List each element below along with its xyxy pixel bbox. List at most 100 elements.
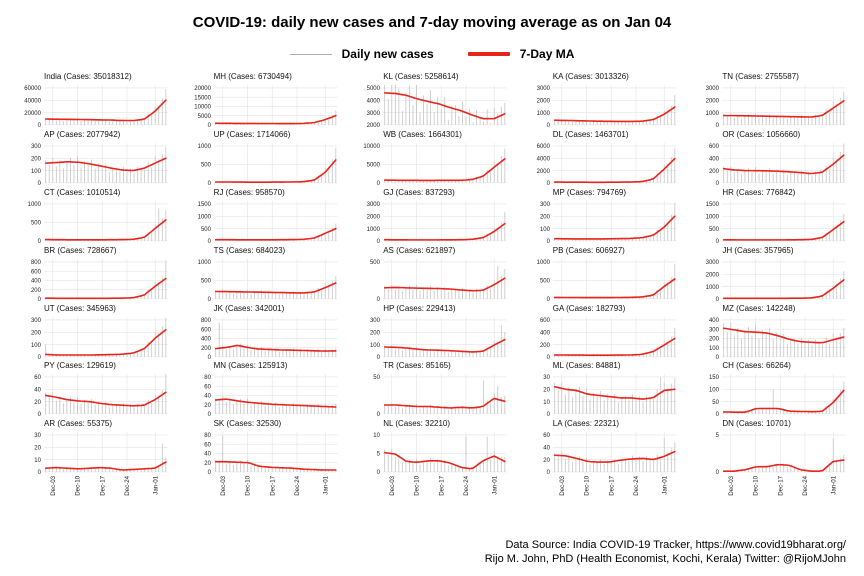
svg-text:10: 10 (34, 458, 41, 464)
chart-canvas-sk: 0 20 40 60 80 Dec-03 Dec-10 Dec-17 Dec-24 Jan-01 (204, 432, 338, 496)
svg-text:Dec-10: Dec-10 (414, 476, 421, 496)
svg-text:100: 100 (709, 388, 720, 394)
chart-canvas-mz: 0 100 200 300 400 (709, 316, 846, 360)
subplot-ml: ML (Cases: 84881) 0 10 20 30 (519, 360, 683, 418)
svg-text:2000: 2000 (536, 98, 550, 104)
chart-canvas-la: 0 20 40 60 Dec-03 Dec-10 Dec-17 Dec-24 Jan-01 (543, 432, 677, 496)
legend-item-ma: 7-Day MA (467, 47, 574, 61)
svg-text:2000: 2000 (367, 123, 381, 129)
subplot-gj: GJ (Cases: 837293) 0 1000 2000 3000 (349, 187, 513, 245)
chart-canvas-ct: 0 500 1000 (28, 200, 168, 245)
svg-text:0: 0 (207, 239, 211, 245)
svg-text:Jan-01: Jan-01 (661, 476, 668, 495)
svg-text:Dec-03: Dec-03 (728, 476, 735, 496)
svg-text:800: 800 (201, 318, 212, 324)
svg-text:1000: 1000 (28, 202, 42, 208)
svg-text:3000: 3000 (706, 86, 720, 92)
svg-text:Dec-03: Dec-03 (559, 476, 566, 496)
svg-text:40: 40 (204, 452, 211, 458)
svg-text:10000: 10000 (364, 144, 381, 150)
subplot-title-py: PY (Cases: 129619) (44, 361, 116, 371)
svg-text:400: 400 (709, 318, 720, 324)
svg-text:300: 300 (709, 327, 720, 333)
svg-text:100: 100 (370, 342, 381, 348)
chart-canvas-hr: 0 500 1000 1500 (706, 200, 846, 245)
subplot-ar: AR (Cases: 55375) 0 10 20 30 Dec-03 Dec-10 Dec-… (10, 418, 174, 511)
subplot-title-rj: RJ (Cases: 958570) (213, 187, 285, 197)
svg-text:300: 300 (370, 318, 381, 324)
svg-text:500: 500 (31, 220, 42, 226)
subplot-ts: TS (Cases: 684023) 0 500 1000 (180, 245, 344, 303)
svg-text:1000: 1000 (367, 227, 381, 233)
svg-text:100: 100 (31, 342, 42, 348)
subplot-kl: KL (Cases: 5258614) 2000 3000 4000 5000 (349, 71, 513, 129)
svg-text:0: 0 (716, 297, 720, 303)
svg-text:2000: 2000 (536, 169, 550, 175)
svg-text:0: 0 (546, 297, 550, 303)
svg-text:0: 0 (377, 297, 381, 303)
svg-text:3000: 3000 (367, 111, 381, 117)
svg-text:Dec-17: Dec-17 (608, 476, 615, 496)
chart-canvas-mp: 0 100 200 300 (540, 200, 677, 245)
subplot-title-tr: TR (Cases: 85165) (383, 361, 451, 371)
subplot-title-mh: MH (Cases: 6730494) (213, 72, 292, 81)
svg-text:200: 200 (709, 169, 720, 175)
chart-canvas-nl: 0 5 10 Dec-03 Dec-10 Dec-17 Dec-24 Jan-01 (373, 432, 507, 496)
svg-text:1000: 1000 (197, 214, 211, 220)
svg-text:60: 60 (204, 443, 211, 449)
chart-canvas-mn: 0 20 40 60 80 (204, 374, 338, 418)
svg-text:Dec-24: Dec-24 (294, 476, 301, 496)
subplot-title-up: UP (Cases: 1714066) (213, 129, 291, 139)
svg-text:0: 0 (716, 123, 720, 129)
subplot-jh: JH (Cases: 357965) 0 1000 2000 3000 (688, 245, 852, 303)
svg-text:200: 200 (31, 287, 42, 293)
subplot-title-india: India (Cases: 35018312) (44, 72, 132, 81)
svg-text:400: 400 (201, 336, 212, 342)
svg-text:Dec-17: Dec-17 (99, 476, 106, 496)
svg-text:10: 10 (373, 433, 380, 439)
svg-text:200: 200 (370, 330, 381, 336)
svg-text:200: 200 (709, 336, 720, 342)
svg-text:500: 500 (201, 227, 212, 233)
svg-text:0: 0 (377, 355, 381, 361)
subplot-title-ts: TS (Cases: 684023) (213, 245, 286, 255)
svg-text:2000: 2000 (706, 98, 720, 104)
svg-text:Dec-24: Dec-24 (633, 476, 640, 496)
svg-text:0: 0 (716, 239, 720, 245)
svg-text:0: 0 (207, 297, 211, 303)
subplot-br: BR (Cases: 728667) 0 200 400 600 800 (10, 245, 174, 303)
svg-text:Dec-24: Dec-24 (803, 476, 810, 496)
svg-text:50: 50 (373, 376, 380, 382)
subplot-wb: WB (Cases: 1664301) 0 5000 10000 (349, 129, 513, 187)
svg-text:20: 20 (34, 446, 41, 452)
subplot-mp: MP (Cases: 794769) 0 100 200 300 (519, 187, 683, 245)
subplot-title-ct: CT (Cases: 1010514) (44, 187, 121, 197)
svg-text:4000: 4000 (536, 156, 550, 162)
svg-text:500: 500 (370, 260, 381, 266)
svg-text:5: 5 (716, 433, 720, 439)
chart-canvas-ap: 0 100 200 300 (31, 142, 168, 187)
svg-text:4000: 4000 (367, 98, 381, 104)
svg-text:0: 0 (377, 239, 381, 245)
svg-text:0: 0 (207, 412, 211, 418)
svg-text:0: 0 (38, 181, 42, 187)
svg-text:40: 40 (543, 446, 550, 452)
chart-canvas-or: 0 200 400 600 (709, 142, 846, 187)
svg-text:0: 0 (207, 355, 211, 361)
svg-text:600: 600 (540, 318, 551, 324)
svg-text:3000: 3000 (367, 202, 381, 208)
svg-text:Dec-17: Dec-17 (439, 476, 446, 496)
svg-text:1500: 1500 (197, 202, 211, 208)
subplot-hp: HP (Cases: 229413) 0 100 200 300 (349, 303, 513, 361)
svg-text:60000: 60000 (24, 86, 41, 92)
subplot-title-as: AS (Cases: 621897) (383, 245, 456, 255)
chart-canvas-dl: 0 2000 4000 6000 (536, 142, 677, 187)
svg-text:Dec-24: Dec-24 (124, 476, 131, 496)
subplot-ct: CT (Cases: 1010514) 0 500 1000 (10, 187, 174, 245)
svg-text:300: 300 (31, 144, 42, 150)
chart-canvas-ch: 0 50 100 150 (709, 374, 846, 418)
svg-text:0: 0 (716, 181, 720, 187)
svg-text:0: 0 (207, 123, 211, 129)
subplot-title-or: OR (Cases: 1056660) (722, 129, 801, 139)
chart-canvas-pb: 0 500 1000 (536, 258, 677, 303)
